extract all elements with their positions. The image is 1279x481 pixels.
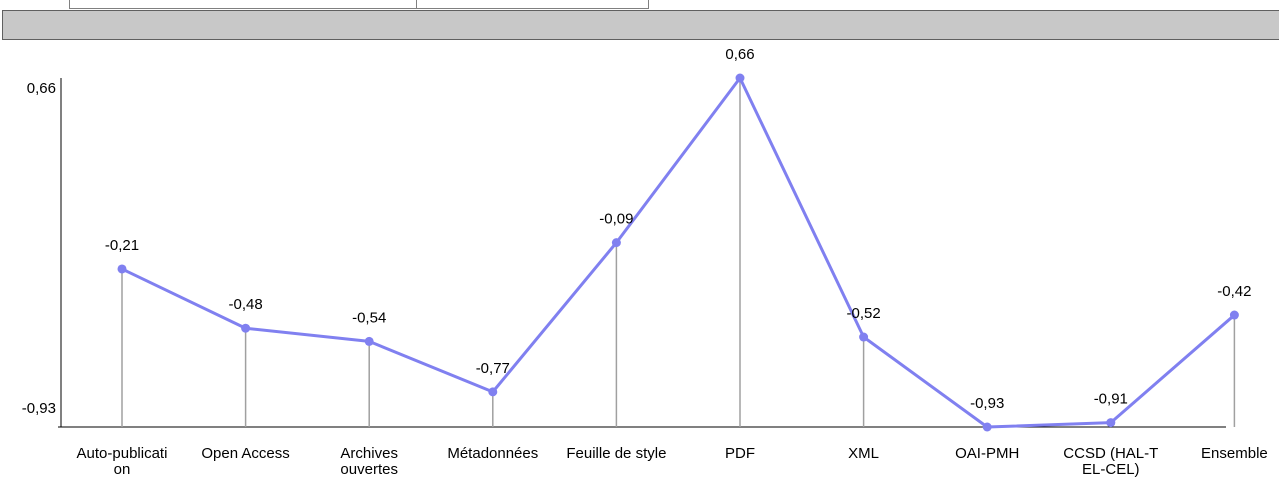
x-tick-label-line: Open Access <box>201 445 289 462</box>
data-label: 0,66 <box>725 46 754 63</box>
x-tick-label-line: ouvertes <box>340 461 398 478</box>
series-line <box>121 76 1236 429</box>
x-tick-label: OAI-PMH <box>955 445 1019 462</box>
data-label: -0,54 <box>352 309 386 326</box>
y-tick-labels: 0,66 -0,93 <box>22 80 56 417</box>
data-point <box>488 387 498 397</box>
x-tick-labels: Auto-publicati on Open Access Archives ouver… <box>77 445 1268 478</box>
drop-lines <box>121 78 1236 427</box>
x-tick-label-line: PDF <box>725 445 755 462</box>
table-divider <box>416 0 417 8</box>
data-point <box>735 73 745 83</box>
data-label: -0,52 <box>846 305 880 322</box>
x-tick-label: Auto-publicati on <box>77 445 168 478</box>
x-tick-label: Open Access <box>201 445 289 462</box>
x-tick-label-line: Métadonnées <box>447 445 538 462</box>
x-tick-label: Métadonnées <box>447 445 538 462</box>
x-tick-label: Feuille de style <box>566 445 666 462</box>
y-tick-label: 0,66 <box>27 80 56 97</box>
x-tick-label: Ensemble <box>1201 445 1268 462</box>
x-tick-label-line: on <box>114 461 131 478</box>
data-point <box>364 336 374 346</box>
data-label: -0,48 <box>228 296 262 313</box>
top-table-fragment <box>69 0 649 9</box>
data-label: -0,21 <box>105 237 139 254</box>
x-tick-label: CCSD (HAL-T EL-CEL) <box>1063 445 1158 478</box>
data-points <box>117 73 1239 432</box>
data-label: -0,91 <box>1094 391 1128 408</box>
x-tick-label: Archives ouvertes <box>340 445 398 478</box>
x-tick-label-line: EL-CEL) <box>1082 461 1140 478</box>
data-label: -0,93 <box>970 395 1004 412</box>
x-tick-label-line: Feuille de style <box>566 445 666 462</box>
data-label: -0,09 <box>599 211 633 228</box>
data-point <box>859 332 869 342</box>
x-tick-label: PDF <box>725 445 755 462</box>
data-point <box>117 264 127 274</box>
data-label: -0,42 <box>1217 283 1251 300</box>
x-tick-label-line: XML <box>848 445 879 462</box>
data-point <box>611 238 621 248</box>
data-point <box>982 422 992 432</box>
data-point <box>241 323 251 333</box>
y-tick-label: -0,93 <box>22 400 56 417</box>
x-tick-label-line: Archives <box>340 445 398 462</box>
x-tick-label-line: OAI-PMH <box>955 445 1019 462</box>
x-tick-label-line: Auto-publicati <box>77 445 168 462</box>
x-tick-label-line: CCSD (HAL-T <box>1063 445 1158 462</box>
data-label: -0,77 <box>476 360 510 377</box>
data-point <box>1229 310 1239 320</box>
data-point <box>1106 418 1116 428</box>
chart-axes <box>58 78 1226 428</box>
x-tick-label-line: Ensemble <box>1201 445 1268 462</box>
chart-header-bar <box>2 10 1279 40</box>
series-line-group <box>121 76 1236 429</box>
data-labels: -0,21 -0,48 -0,54 -0,77 -0,09 0,66 -0,52 -0,93 -… <box>105 46 1252 412</box>
x-tick-label: XML <box>848 445 879 462</box>
